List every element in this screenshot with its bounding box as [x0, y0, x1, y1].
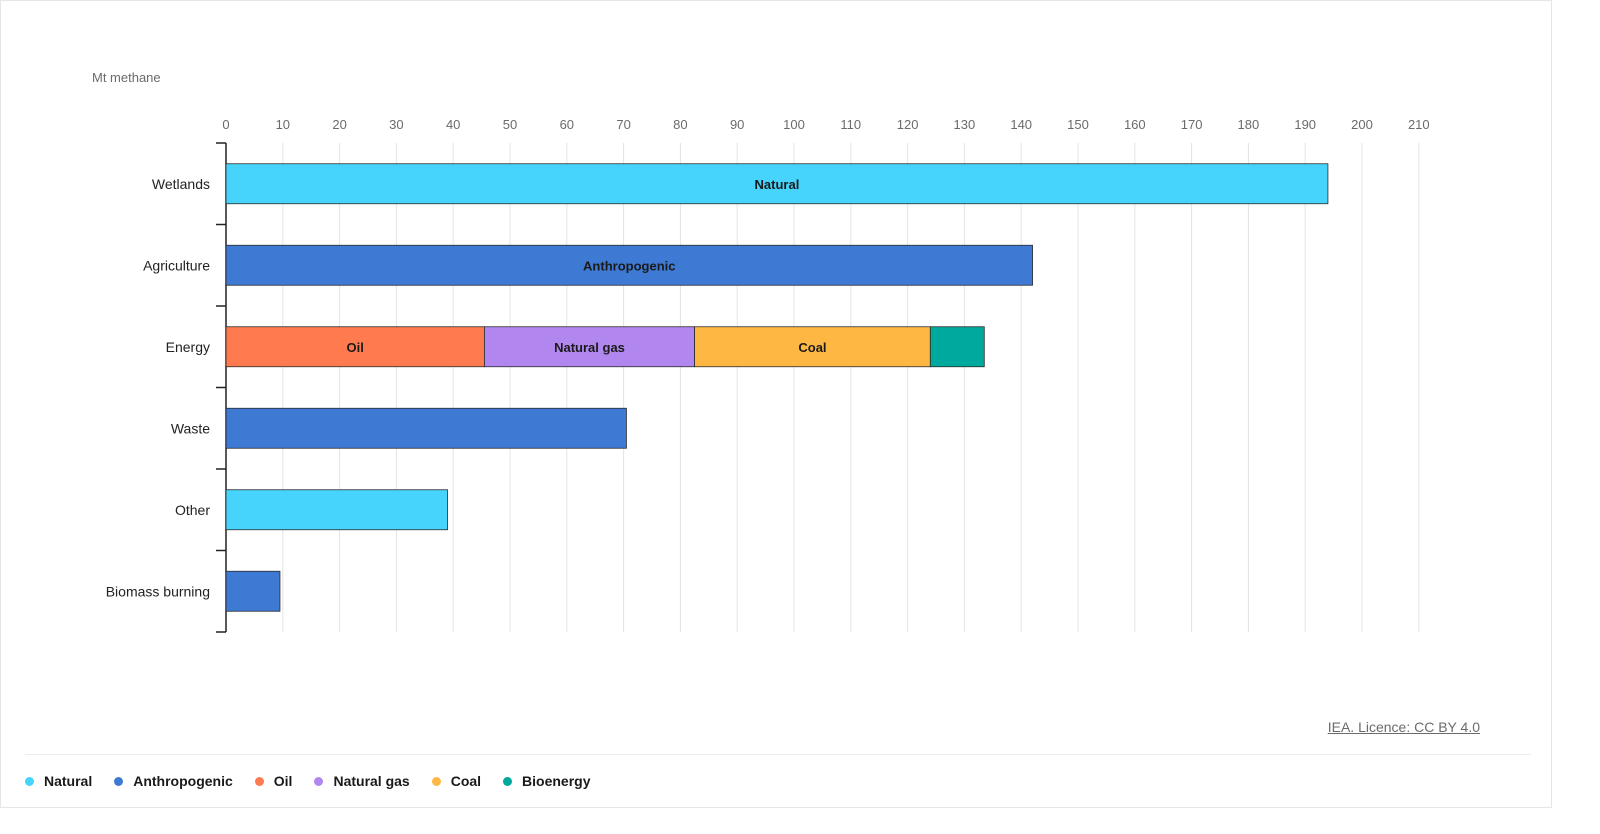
x-tick-label: 100	[783, 117, 805, 132]
legend-item[interactable]: Natural gas	[314, 773, 410, 789]
legend-dot-icon	[314, 776, 324, 786]
bar-label: Anthropogenic	[583, 258, 675, 273]
x-tick-label: 50	[503, 117, 517, 132]
legend-dot-icon	[25, 776, 34, 786]
x-tick-label: 110	[840, 117, 861, 132]
legend-item[interactable]: Bioenergy	[503, 773, 591, 789]
category-label: Energy	[166, 339, 210, 355]
bar-oil	[225, 326, 485, 368]
category-label: Other	[175, 502, 210, 518]
category-label: Biomass burning	[106, 583, 210, 599]
x-tick-label: 20	[332, 117, 346, 132]
x-tick-label: 190	[1294, 117, 1316, 132]
legend-label: Bioenergy	[522, 773, 591, 789]
bar-label: Oil	[347, 340, 364, 355]
bar-anthropogenic	[225, 407, 627, 449]
legend-label: Natural gas	[333, 773, 410, 789]
unit-label: Mt methane	[92, 70, 161, 85]
legend-divider	[25, 754, 1531, 755]
x-tick-label: 60	[560, 117, 574, 132]
x-tick-label: 40	[446, 117, 460, 132]
x-tick-label: 120	[897, 117, 919, 132]
category-label: Waste	[171, 420, 210, 436]
methane-bar-chart: Mt methane 0 10 20 30 40 50 60 70 80 90 100 110 120 13…	[92, 70, 1430, 633]
licence-link[interactable]: IEA. Licence: CC BY 4.0	[1327, 719, 1480, 735]
legend-label: Natural	[44, 773, 93, 789]
x-tick-label: 0	[222, 117, 229, 132]
x-tick-label: 170	[1181, 117, 1203, 132]
x-tick-label: 80	[673, 117, 687, 132]
legend-label: Oil	[273, 773, 293, 789]
x-tick-label: 180	[1238, 117, 1260, 132]
category-label: Agriculture	[143, 257, 210, 273]
legend-dot-icon	[254, 776, 264, 786]
x-tick-label: 210	[1408, 117, 1430, 132]
category-label: Wetlands	[152, 176, 210, 192]
x-tick-label: 90	[730, 117, 744, 132]
x-tick-label: 30	[389, 117, 403, 132]
bar-natural	[225, 163, 1329, 205]
x-tick-label: 200	[1351, 117, 1373, 132]
bar-anthropogenic	[225, 570, 281, 612]
x-tick-label: 140	[1010, 117, 1032, 132]
x-tick-label: 160	[1124, 117, 1146, 132]
legend-dot-icon	[431, 776, 441, 786]
bar-natural	[225, 489, 448, 531]
bar-label: Natural	[755, 177, 800, 192]
bar-label: Coal	[798, 340, 826, 355]
bar-natural-gas	[484, 326, 696, 368]
chart-card: Mt methane 0 10 20 30 40 50 60 70 80 90 100 110 120 13…	[0, 0, 1552, 808]
x-tick-label: 150	[1067, 117, 1089, 132]
legend-label: Anthropogenic	[133, 773, 233, 789]
bar-coal	[694, 326, 931, 368]
legend-dot-icon	[503, 776, 513, 786]
x-tick-label: 130	[954, 117, 976, 132]
legend-item[interactable]: Anthropogenic	[114, 773, 233, 789]
legend-dot-icon	[114, 776, 124, 786]
bar-anthropogenic	[225, 244, 1033, 286]
chart-legend: Natural Anthropogenic Oil Natural gas Coal Bi…	[25, 773, 613, 789]
legend-item[interactable]: Oil	[254, 773, 293, 789]
legend-label: Coal	[450, 773, 482, 789]
x-tick-label: 10	[276, 117, 290, 132]
x-tick-label: 70	[616, 117, 630, 132]
legend-item[interactable]: Coal	[431, 773, 482, 789]
bar-label: Natural gas	[554, 340, 625, 355]
bar-bioenergy	[929, 326, 985, 368]
legend-item[interactable]: Natural	[25, 773, 92, 789]
